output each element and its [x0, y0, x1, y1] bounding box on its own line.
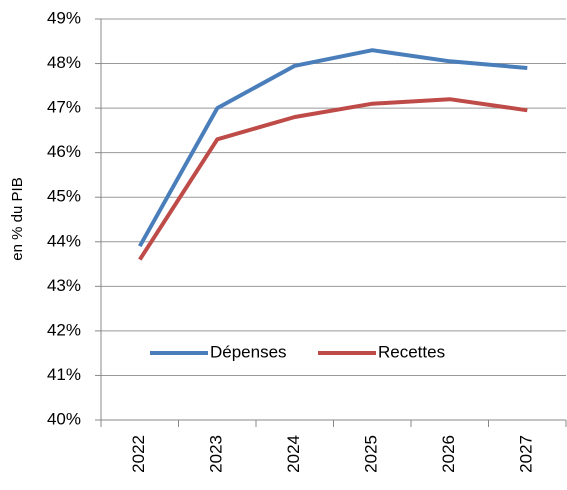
x-tick-label: 2022 [129, 435, 148, 473]
series-line [138, 48, 528, 248]
y-tick-label: 43% [47, 276, 81, 295]
y-tick-label: 49% [47, 8, 81, 27]
y-tick-label: 45% [47, 187, 81, 206]
y-axis-label: en % du PIB [9, 177, 26, 260]
x-tick-label: 2025 [362, 435, 381, 473]
y-tick-label: 47% [47, 98, 81, 117]
y-tick-label: 40% [47, 409, 81, 428]
y-tick-label: 42% [47, 320, 81, 339]
y-tick-label: 48% [47, 53, 81, 72]
y-tick-label: 46% [47, 142, 81, 161]
x-tick-label: 2023 [207, 435, 226, 473]
y-tick-label: 44% [47, 231, 81, 250]
x-tick-label: 2024 [284, 435, 303, 473]
legend-label: Dépenses [210, 342, 287, 361]
x-tick-label: 2027 [517, 435, 536, 473]
x-tick-label: 2026 [439, 435, 458, 473]
legend-label: Recettes [378, 342, 445, 361]
y-tick-label: 41% [47, 365, 81, 384]
series-line [138, 97, 528, 261]
